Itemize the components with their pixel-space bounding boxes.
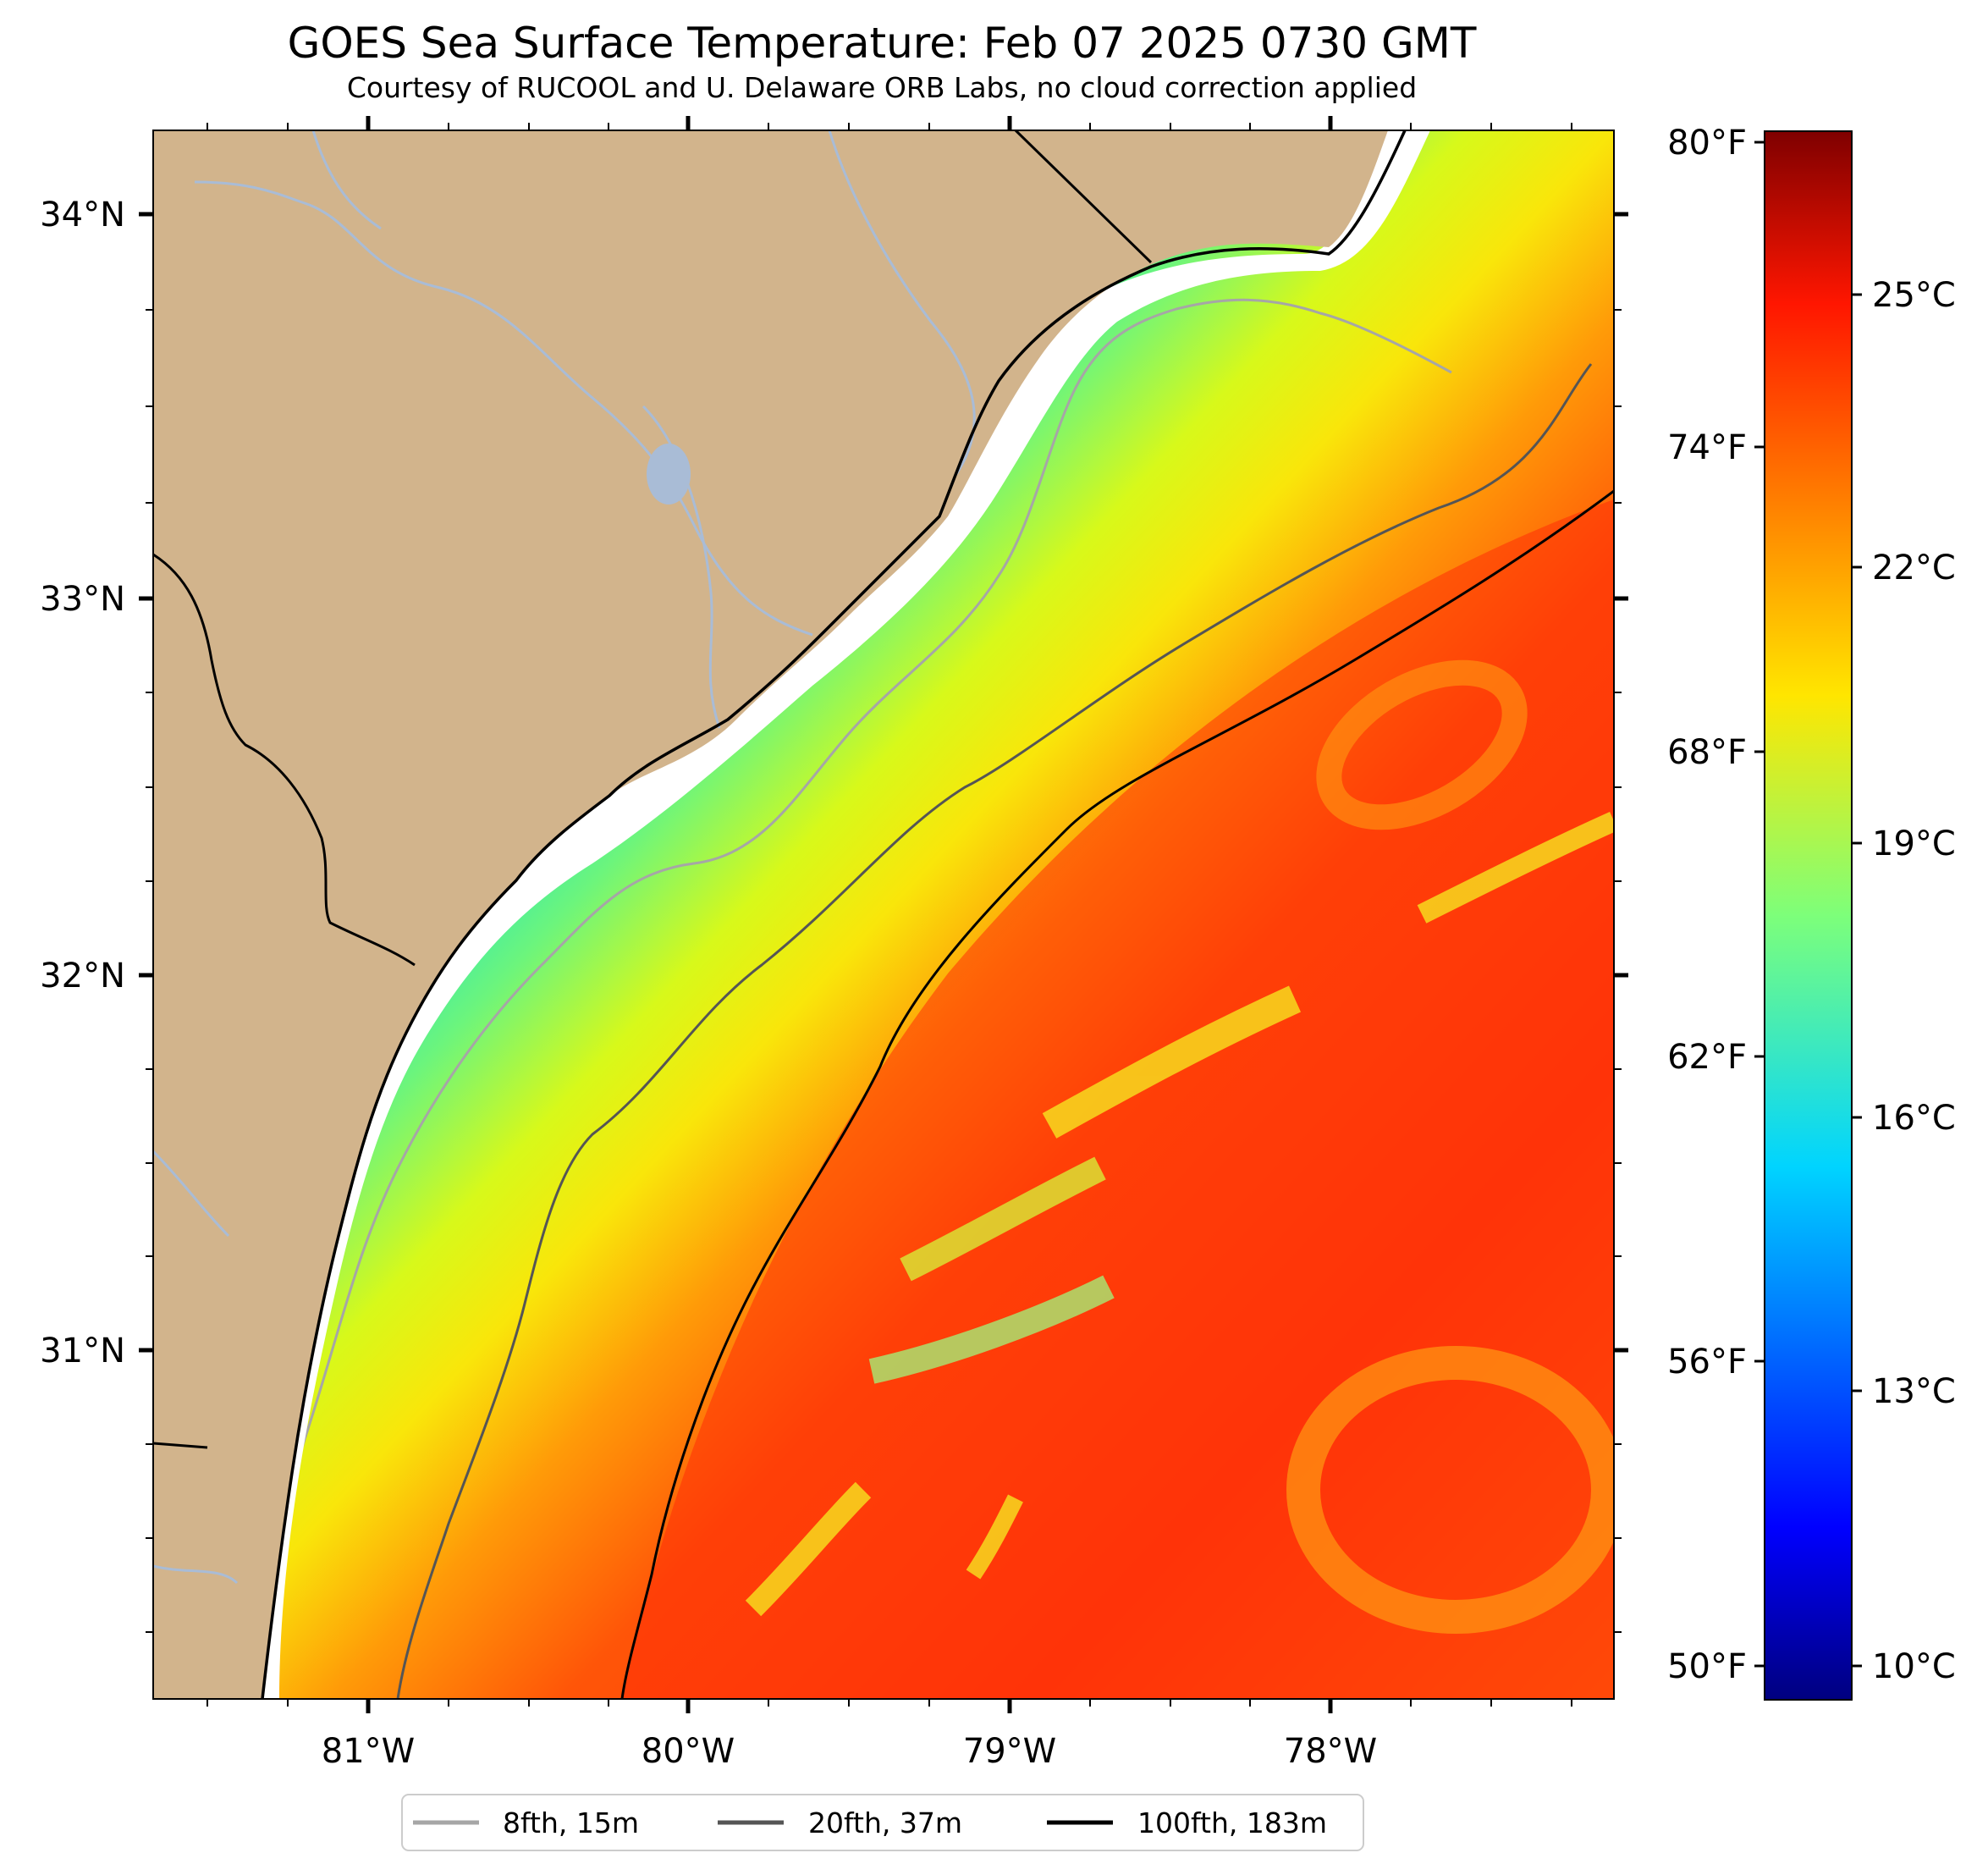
- legend-box: [401, 1794, 1364, 1851]
- colorbar-gradient: [1764, 130, 1853, 1701]
- colorbar: 80°F 74°F 68°F 62°F 56°F 50°F 25°C 22°C …: [1667, 124, 1956, 1701]
- lat-label-32n: 32°N: [40, 957, 125, 995]
- lon-label-78w: 78°W: [1284, 1732, 1377, 1771]
- cool-filaments: [745, 812, 1614, 1617]
- warm-eddy-north: [1316, 659, 1528, 830]
- lon-label-81w: 81°W: [322, 1732, 415, 1771]
- isobath-20fth: [396, 363, 1593, 1699]
- lon-label-79w: 79°W: [963, 1732, 1056, 1771]
- cbar-label-16c: 16°C: [1872, 1099, 1956, 1138]
- cbar-label-56f: 56°F: [1667, 1343, 1747, 1381]
- map-panel[interactable]: [153, 130, 1614, 1699]
- lon-label-80w: 80°W: [642, 1732, 735, 1771]
- cbar-label-22c: 22°C: [1872, 549, 1956, 587]
- chart-title: GOES Sea Surface Temperature: Feb 07 202…: [288, 19, 1477, 68]
- lake: [647, 444, 691, 505]
- cbar-label-68f: 68°F: [1667, 733, 1747, 772]
- legend: 8fth, 15m 20fth, 37m 100fth, 183m: [401, 1794, 1364, 1851]
- state-borders: [153, 130, 1153, 1449]
- lat-label-34n: 34°N: [40, 196, 125, 234]
- legend-label-100fth: 100fth, 183m: [1137, 1806, 1327, 1839]
- cbar-label-74f: 74°F: [1667, 428, 1747, 467]
- coastline: [261, 130, 1407, 1699]
- isobath-8fth: [252, 298, 1452, 1699]
- cbar-label-80f: 80°F: [1667, 124, 1747, 163]
- isobath-100fth: [620, 489, 1614, 1699]
- chart-subtitle: Courtesy of RUCOOL and U. Delaware ORB L…: [347, 71, 1417, 104]
- land: [153, 130, 1388, 1699]
- minor-ticks: [146, 123, 1622, 1707]
- cbar-label-10c: 10°C: [1872, 1647, 1956, 1686]
- cbar-label-62f: 62°F: [1667, 1038, 1747, 1077]
- cbar-label-13c: 13°C: [1872, 1372, 1956, 1411]
- map-frame: [152, 130, 1615, 1700]
- cbar-label-25c: 25°C: [1872, 276, 1956, 315]
- warm-eddy: [1286, 1346, 1614, 1634]
- cbar-label-19c: 19°C: [1872, 824, 1956, 863]
- legend-label-20fth: 20fth, 37m: [808, 1806, 962, 1839]
- legend-label-8fth: 8fth, 15m: [503, 1806, 639, 1839]
- major-ticks: [139, 116, 1628, 1713]
- rivers: [153, 130, 976, 1585]
- cbar-label-50f: 50°F: [1667, 1647, 1747, 1686]
- lat-label-31n: 31°N: [40, 1332, 125, 1370]
- lat-label-33n: 33°N: [40, 580, 125, 619]
